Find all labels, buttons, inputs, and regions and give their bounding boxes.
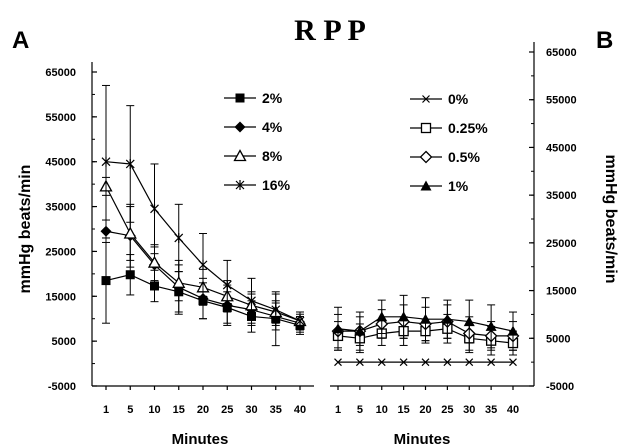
x-tick-label: 5 bbox=[127, 404, 133, 416]
x-tick-label: 1 bbox=[103, 404, 109, 416]
data-point bbox=[376, 311, 388, 322]
x-tick-label: 25 bbox=[221, 404, 233, 416]
y-tick-label: 15000 bbox=[45, 291, 76, 303]
data-point bbox=[271, 304, 281, 315]
legend-marker bbox=[420, 180, 432, 191]
y-axis-label: mmHg beats/min bbox=[17, 165, 34, 294]
y-tick-label: 35000 bbox=[546, 190, 577, 202]
data-point bbox=[222, 280, 232, 291]
y-tick-label: -5000 bbox=[48, 381, 76, 393]
x-tick-label: 1 bbox=[335, 404, 341, 416]
legend-label: 4% bbox=[262, 119, 283, 135]
x-tick-label: 25 bbox=[441, 404, 453, 416]
data-point bbox=[150, 281, 159, 291]
legend: 0% 0.25% 0.5% 1% bbox=[410, 91, 488, 194]
data-point bbox=[101, 276, 111, 286]
data-point bbox=[398, 311, 410, 322]
legend-label: 8% bbox=[262, 148, 283, 164]
data-point bbox=[377, 358, 386, 367]
data-point bbox=[507, 325, 519, 336]
legend: 2% 4% 8% 16% bbox=[224, 90, 291, 193]
data-point bbox=[295, 315, 305, 326]
data-point bbox=[174, 232, 184, 243]
legend-marker bbox=[419, 150, 433, 164]
legend-label: 0% bbox=[448, 91, 469, 107]
data-point bbox=[101, 156, 111, 167]
legend-label: 0.5% bbox=[448, 149, 480, 165]
data-point bbox=[198, 259, 208, 270]
x-tick-label: 15 bbox=[173, 404, 185, 416]
y-tick-label: 35000 bbox=[45, 202, 76, 214]
x-tick-label: 40 bbox=[294, 404, 306, 416]
legend-label: 0.25% bbox=[448, 120, 488, 136]
y-tick-label: 5000 bbox=[546, 333, 570, 345]
legend-label: 16% bbox=[262, 177, 291, 193]
x-axis-label: Minutes bbox=[394, 431, 451, 448]
data-point bbox=[354, 325, 366, 336]
panel-label-a: A bbox=[12, 27, 29, 54]
data-point bbox=[463, 316, 475, 327]
panel-label-b: B bbox=[596, 27, 613, 54]
data-point bbox=[150, 203, 159, 214]
data-point bbox=[125, 158, 135, 169]
x-tick-label: 35 bbox=[485, 404, 497, 416]
legend-marker bbox=[235, 180, 245, 190]
data-point bbox=[441, 313, 453, 324]
panel-b-chart: -5000 5000 15000 25000 35000 45000 55000 65000 1… bbox=[330, 42, 619, 448]
y-tick-label: 25000 bbox=[546, 238, 577, 250]
y-tick-label: -5000 bbox=[546, 381, 574, 393]
x-tick-label: 10 bbox=[148, 404, 160, 416]
legend-marker bbox=[420, 122, 432, 134]
legend-label: 2% bbox=[262, 90, 283, 106]
data-point bbox=[334, 358, 342, 367]
data-point bbox=[247, 295, 256, 306]
x-axis-label: Minutes bbox=[172, 431, 229, 448]
x-tick-label: 5 bbox=[357, 404, 363, 416]
data-point bbox=[443, 358, 452, 367]
legend-marker bbox=[233, 149, 247, 162]
data-point bbox=[172, 275, 186, 288]
x-tick-label: 30 bbox=[463, 404, 475, 416]
y-tick-label: 45000 bbox=[45, 157, 76, 169]
legend-label: 1% bbox=[448, 178, 469, 194]
data-point bbox=[421, 358, 430, 367]
data-point bbox=[509, 358, 517, 367]
legend-marker bbox=[235, 93, 245, 103]
data-point bbox=[147, 255, 162, 268]
y-tick-label: 45000 bbox=[546, 142, 577, 154]
data-point bbox=[125, 270, 135, 280]
x-tick-label: 35 bbox=[270, 404, 282, 416]
y-tick-label: 15000 bbox=[546, 286, 577, 298]
data-point bbox=[332, 323, 344, 334]
legend-marker bbox=[422, 95, 430, 103]
series-1% bbox=[332, 294, 519, 351]
y-tick-label: 5000 bbox=[52, 336, 76, 348]
x-tick-label: 30 bbox=[245, 404, 257, 416]
x-tick-label: 20 bbox=[197, 404, 209, 416]
x-tick-label: 40 bbox=[507, 404, 519, 416]
series-0% bbox=[334, 358, 517, 367]
data-point bbox=[485, 320, 497, 331]
y-tick-label: 55000 bbox=[45, 112, 76, 124]
y-tick-label: 25000 bbox=[45, 246, 76, 258]
data-point bbox=[465, 358, 474, 367]
x-tick-label: 15 bbox=[398, 404, 410, 416]
legend-marker bbox=[234, 121, 246, 133]
x-tick-label: 20 bbox=[419, 404, 431, 416]
data-point bbox=[399, 358, 408, 367]
y-tick-label: 65000 bbox=[45, 67, 76, 79]
panel-a-chart: -5000 5000 15000 25000 35000 45000 55000 65000 1… bbox=[17, 62, 314, 448]
series-16% bbox=[101, 84, 305, 331]
data-point bbox=[355, 358, 364, 367]
data-point bbox=[123, 226, 137, 239]
y-axis-label: mmHg beats/min bbox=[602, 155, 619, 284]
y-tick-label: 65000 bbox=[546, 47, 577, 59]
x-tick-label: 10 bbox=[376, 404, 388, 416]
data-point bbox=[420, 313, 431, 324]
y-tick-label: 55000 bbox=[546, 95, 577, 107]
data-point bbox=[487, 358, 496, 367]
figure-title: R P P bbox=[294, 14, 366, 47]
